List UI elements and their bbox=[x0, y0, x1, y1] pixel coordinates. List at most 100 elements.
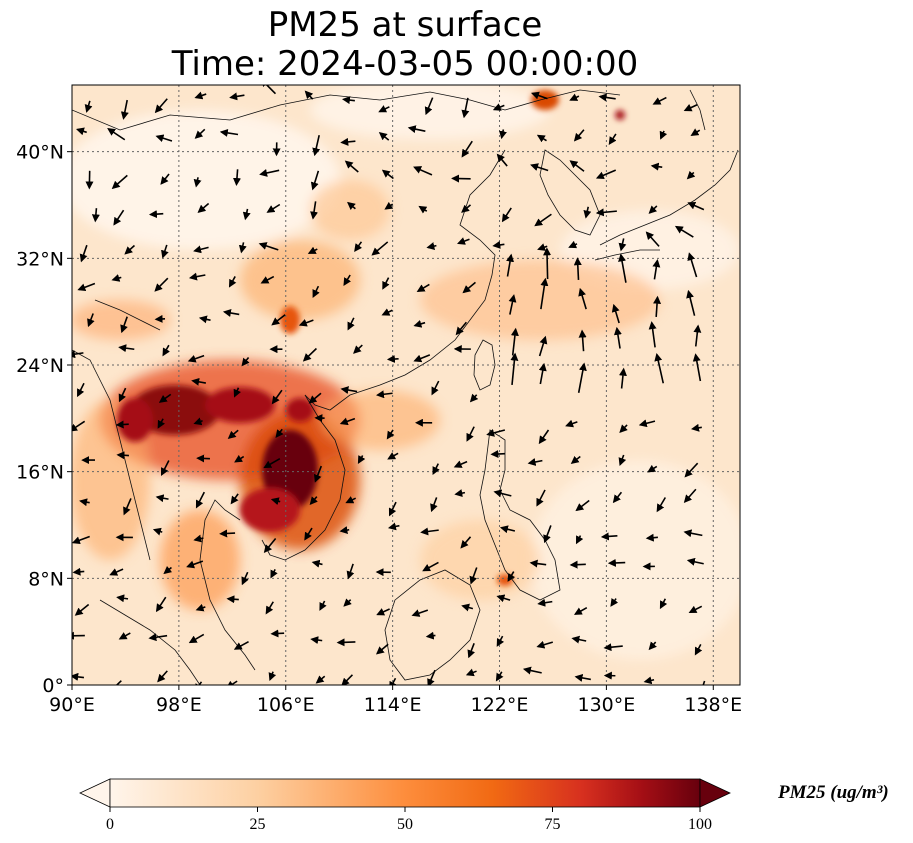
wind-arrow bbox=[573, 257, 582, 280]
wind-arrow bbox=[496, 635, 505, 647]
wind-arrow bbox=[495, 671, 504, 682]
wind-arrow bbox=[260, 275, 275, 284]
myanmar-india-coastline bbox=[72, 299, 161, 561]
wind-arrow bbox=[387, 522, 400, 531]
wind-arrow bbox=[530, 91, 548, 100]
wind-arrow bbox=[647, 464, 658, 473]
wind-arrow bbox=[113, 209, 125, 226]
colorbar-tick-label: 100 bbox=[688, 816, 712, 833]
wind-arrow bbox=[72, 672, 85, 681]
wind-arrow bbox=[270, 569, 278, 579]
wind-arrow bbox=[109, 568, 124, 576]
wind-arrow bbox=[492, 240, 505, 249]
wind-arrow bbox=[538, 362, 547, 385]
wind-arrow bbox=[416, 283, 430, 292]
wind-arrow bbox=[263, 458, 281, 469]
wind-arrow bbox=[693, 324, 702, 347]
wind-arrow bbox=[506, 253, 515, 277]
wind-arrow bbox=[387, 452, 399, 460]
wind-arrow bbox=[226, 595, 239, 604]
wind-arrow bbox=[467, 643, 475, 659]
lat-tick-label: 40°N bbox=[16, 142, 64, 164]
wind-arrow bbox=[341, 96, 355, 105]
wind-arrow bbox=[357, 455, 366, 465]
wind-arrow bbox=[457, 237, 470, 245]
wind-arrow bbox=[308, 392, 322, 404]
wind-arrow bbox=[378, 105, 390, 113]
wind-arrow bbox=[195, 603, 206, 612]
wind-arrow bbox=[648, 205, 658, 214]
wind-arrow bbox=[77, 382, 85, 398]
wind-arrow bbox=[148, 633, 168, 642]
wind-arrow bbox=[570, 455, 581, 465]
wind-arrow bbox=[339, 417, 356, 426]
wind-arrow bbox=[607, 558, 626, 567]
wind-arrow bbox=[536, 134, 547, 143]
wind-arrow bbox=[684, 462, 699, 478]
wind-arrow bbox=[155, 596, 167, 613]
wind-arrow bbox=[530, 163, 549, 172]
lon-tick-label: 98°E bbox=[156, 694, 202, 716]
wind-arrow bbox=[381, 169, 394, 180]
wind-arrow bbox=[162, 344, 170, 357]
wind-arrow bbox=[310, 636, 323, 645]
wind-arrow bbox=[492, 103, 505, 111]
wind-arrow bbox=[118, 387, 127, 403]
wind-arrow bbox=[152, 527, 163, 536]
wind-arrow bbox=[222, 309, 240, 317]
wind-arrow bbox=[543, 247, 552, 280]
wind-arrow bbox=[193, 245, 209, 254]
wind-arrow bbox=[595, 169, 617, 180]
wind-arrow bbox=[76, 127, 87, 136]
wind-arrow bbox=[453, 460, 468, 468]
wind-arrow bbox=[425, 631, 436, 640]
wind-arrow bbox=[413, 166, 433, 176]
wind-arrow bbox=[611, 303, 620, 324]
wind-arrow bbox=[315, 675, 326, 684]
wind-arrow bbox=[194, 128, 206, 139]
wind-arrow bbox=[466, 426, 475, 442]
wind-arrow bbox=[233, 387, 241, 398]
wind-arrow bbox=[158, 393, 172, 403]
wind-arrow bbox=[569, 93, 580, 101]
wind-arrow bbox=[578, 287, 587, 310]
wind-arrow bbox=[72, 535, 90, 545]
wind-arrow bbox=[690, 128, 701, 136]
wind-arrow bbox=[384, 201, 394, 210]
wind-arrow bbox=[353, 344, 363, 354]
wind-arrow bbox=[540, 277, 549, 310]
coastlines bbox=[72, 89, 739, 685]
wind-arrow bbox=[654, 352, 665, 384]
wind-arrow bbox=[188, 272, 206, 281]
wind-arrow bbox=[381, 308, 393, 316]
wind-arrow bbox=[432, 463, 440, 476]
wind-arrow bbox=[347, 317, 355, 331]
wind-arrow bbox=[198, 315, 211, 324]
colorbar-tick-label: 0 bbox=[106, 816, 114, 833]
wind-arrow bbox=[72, 420, 86, 432]
wind-arrow bbox=[455, 321, 467, 336]
colorbar-tick-label: 75 bbox=[545, 816, 561, 833]
wind-arrow bbox=[230, 493, 239, 505]
wind-arrow bbox=[118, 632, 131, 640]
wind-arrow bbox=[120, 99, 129, 120]
colorbar-extend-min bbox=[79, 778, 111, 808]
wind-arrow bbox=[270, 629, 285, 638]
wind-arrow bbox=[610, 598, 619, 607]
wind-arrow bbox=[266, 203, 281, 213]
gridlines bbox=[72, 85, 740, 685]
colorbar-gradient bbox=[109, 778, 701, 808]
lon-tick-label: 114°E bbox=[364, 694, 422, 716]
wind-arrow bbox=[188, 633, 205, 644]
wind-arrow bbox=[499, 525, 516, 534]
wind-arrow bbox=[603, 643, 623, 652]
wind-arrow bbox=[155, 494, 169, 503]
wind-arrow bbox=[691, 423, 702, 432]
wind-arrow bbox=[376, 608, 390, 616]
wind-arrow bbox=[653, 295, 662, 317]
wind-arrow bbox=[702, 680, 706, 685]
wind-arrow bbox=[304, 90, 314, 100]
lat-tick-label: 32°N bbox=[16, 248, 64, 270]
wind-arrow bbox=[163, 565, 173, 575]
wind-arrow bbox=[194, 681, 203, 685]
